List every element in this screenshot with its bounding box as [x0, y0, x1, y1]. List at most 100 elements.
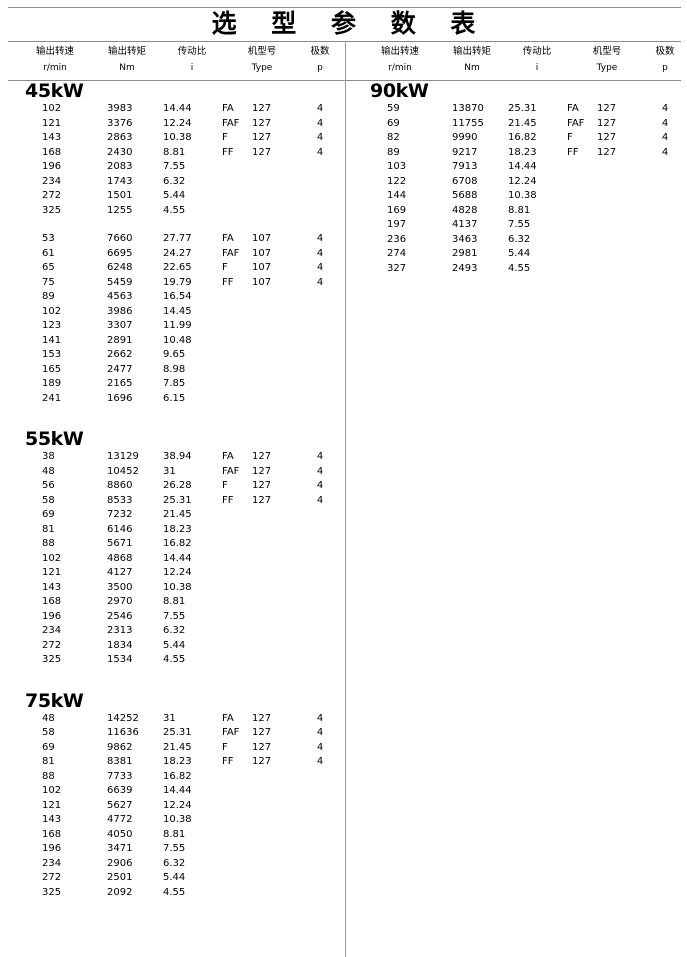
power-group-45kW: 45kW 102 3983 14.44 FA 127 4 121 3376 12.24 FAF 127…: [0, 80, 345, 406]
table-row: 122 6708 12.24: [345, 175, 687, 190]
cell-ratio: 7.55: [163, 161, 186, 172]
cell-output-torque: 2313: [107, 625, 133, 636]
cell-poles: 4: [316, 741, 324, 753]
cell-ratio: 12.24: [163, 799, 192, 811]
cell-output-speed: 169: [387, 204, 407, 216]
cell-type-size: 127: [597, 117, 617, 129]
cell-output-speed: 327: [387, 262, 407, 274]
cell-poles: 4: [316, 276, 324, 288]
table-row: 89 9217 18.23 FF 127 4: [345, 146, 687, 161]
cell-output-speed: 153: [42, 349, 62, 360]
cell-output-torque: 5688: [452, 190, 478, 201]
cell-output-speed: 234: [42, 175, 62, 187]
cell-ratio: 5.44: [163, 639, 186, 651]
cell-output-torque: 1743: [107, 175, 133, 187]
cell-type-prefix: FF: [567, 146, 579, 158]
cell-output-speed: 121: [42, 567, 62, 578]
cell-type-prefix: FA: [222, 451, 234, 462]
column-header-type: 机型号 Type: [567, 44, 647, 76]
cell-output-speed: 69: [42, 741, 55, 753]
cell-output-speed: 141: [42, 334, 62, 346]
table-row: 102 3983 14.44 FA 127 4: [0, 102, 345, 117]
cell-output-speed: 165: [42, 363, 62, 375]
table-row: 189 2165 7.85: [0, 377, 345, 392]
column-header-label-zh: 传动比: [522, 46, 552, 57]
column-header-unit: p: [662, 63, 668, 73]
column-header-poles: 极数 p: [302, 44, 338, 76]
cell-output-speed: 143: [42, 581, 62, 593]
table-row: 48 14252 31 FA 127 4: [0, 712, 345, 727]
cell-output-torque: 2092: [107, 886, 133, 898]
cell-type-size: 127: [252, 727, 272, 738]
cell-output-torque: 2083: [107, 161, 133, 172]
cell-type-size: 107: [252, 247, 272, 259]
column-header-label-zh: 输出转速: [35, 46, 74, 57]
cell-type-size: 127: [252, 451, 272, 462]
cell-poles: 4: [316, 712, 324, 724]
left-table-panel: 输出转速 r/min 输出转矩 Nm 传动比 i 机型号 Type 极数 p 45kW 102 3983…: [0, 41, 345, 957]
cell-output-torque: 9217: [452, 146, 478, 158]
table-row: 53 7660 27.77 FA 107 4: [0, 232, 345, 247]
table-row: 48 10452 31 FAF 127 4: [0, 465, 345, 480]
cell-type-prefix: FF: [222, 276, 234, 288]
cell-output-speed: 143: [42, 814, 62, 825]
cell-type-prefix: FAF: [222, 247, 240, 259]
cell-output-torque: 7660: [107, 233, 133, 244]
cell-ratio: 18.23: [508, 146, 537, 158]
power-group-title: 90kW: [370, 80, 429, 102]
cell-output-speed: 122: [387, 175, 407, 187]
cell-type-prefix: FAF: [222, 727, 240, 738]
table-row: 121 3376 12.24 FAF 127 4: [0, 117, 345, 132]
cell-type-size: 127: [252, 712, 272, 724]
cell-output-torque: 6146: [107, 523, 133, 535]
cell-output-speed: 102: [42, 305, 62, 317]
cell-type-size: 127: [252, 741, 272, 753]
cell-output-speed: 58: [42, 727, 55, 738]
cell-poles: 4: [316, 451, 324, 462]
cell-ratio: 24.27: [163, 247, 192, 259]
table-row: 81 6146 18.23: [0, 523, 345, 538]
cell-output-torque: 1834: [107, 639, 133, 651]
table-row: 58 8533 25.31 FF 127 4: [0, 494, 345, 509]
column-header-ratio: 传动比 i: [162, 44, 222, 76]
cell-output-torque: 4868: [107, 552, 133, 564]
table-row: 274 2981 5.44: [345, 247, 687, 262]
cell-type-prefix: F: [222, 480, 228, 491]
column-header-unit: Nm: [464, 63, 480, 73]
cell-ratio: 25.31: [163, 727, 192, 738]
cell-ratio: 8.81: [163, 828, 186, 840]
cell-output-speed: 325: [42, 886, 62, 898]
power-group-title: 45kW: [25, 80, 84, 102]
cell-ratio: 11.99: [163, 320, 192, 331]
column-header-label-zh: 传动比: [177, 46, 207, 57]
cell-type-prefix: FA: [222, 233, 234, 244]
cell-type-size: 127: [252, 756, 272, 767]
power-group-55kW: 55kW 38 13129 38.94 FA 127 4 48 10452 31 FAF 127 4 56…: [0, 428, 345, 668]
cell-ratio: 4.55: [163, 654, 186, 665]
column-header-poles: 极数 p: [647, 44, 683, 76]
table-row: 121 4127 12.24: [0, 566, 345, 581]
cell-output-speed: 88: [42, 770, 55, 782]
cell-poles: 4: [316, 756, 324, 767]
cell-poles: 4: [316, 146, 324, 158]
cell-output-speed: 81: [42, 523, 55, 535]
cell-output-torque: 1534: [107, 654, 133, 665]
cell-output-torque: 2906: [107, 857, 133, 869]
cell-output-speed: 102: [42, 552, 62, 564]
block-spacer: [0, 218, 345, 232]
column-header-unit: Nm: [119, 63, 135, 73]
cell-output-speed: 121: [42, 799, 62, 811]
cell-output-speed: 143: [42, 132, 62, 143]
cell-output-speed: 168: [42, 828, 62, 840]
cell-output-speed: 89: [42, 291, 55, 302]
cell-output-torque: 9862: [107, 741, 133, 753]
cell-output-torque: 2501: [107, 872, 133, 883]
cell-ratio: 6.32: [163, 625, 186, 636]
cell-output-torque: 2165: [107, 378, 133, 389]
cell-output-torque: 13129: [107, 451, 139, 462]
table-row: 196 3471 7.55: [0, 842, 345, 857]
table-row: 168 2970 8.81: [0, 595, 345, 610]
cell-output-speed: 272: [42, 190, 62, 201]
cell-output-torque: 7232: [107, 509, 133, 520]
cell-type-size: 107: [252, 233, 272, 244]
